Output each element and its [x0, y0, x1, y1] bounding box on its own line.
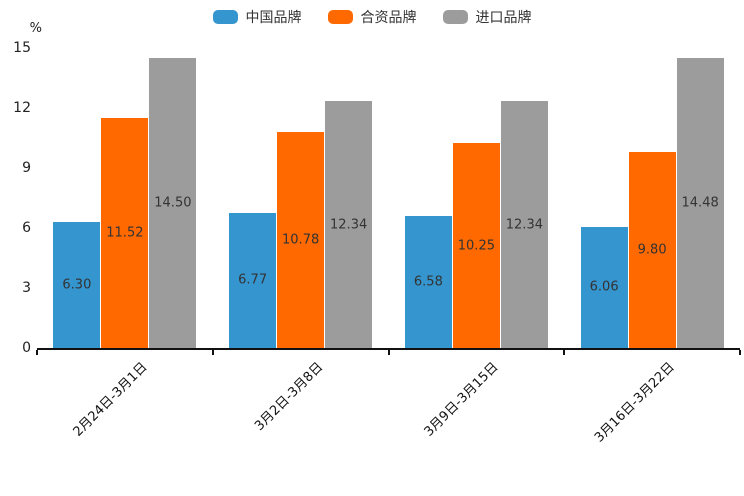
y-axis-tick-label: 15 — [13, 40, 31, 56]
x-axis-tick — [388, 350, 390, 355]
x-axis-label: 2月24日-3月1日 — [70, 359, 151, 440]
legend-item[interactable]: 合资品牌 — [327, 7, 417, 27]
legend-item-label: 中国品牌 — [245, 10, 302, 26]
legend-swatch-icon — [212, 10, 238, 24]
x-axis-tick — [563, 350, 565, 355]
legend-swatch-icon — [327, 10, 353, 24]
x-axis-tick — [739, 350, 741, 355]
legend-item[interactable]: 中国品牌 — [212, 7, 302, 27]
x-axis-tick — [36, 350, 38, 355]
legend-item-label: 合资品牌 — [360, 10, 417, 26]
bar: 10.78 — [277, 132, 325, 348]
x-axis-label: 3月9日-3月15日 — [421, 359, 502, 440]
bar: 14.50 — [149, 58, 197, 348]
y-axis-unit-label: % — [29, 21, 42, 36]
bar: 9.80 — [628, 152, 676, 348]
bar: 6.30 — [53, 222, 101, 348]
bar: 10.25 — [452, 143, 500, 348]
plot-area: 6.30 11.52 14.50 6.77 10.78 12.34 6.58 10.25 12.… — [37, 48, 740, 350]
bar: 6.77 — [229, 212, 277, 348]
bar-value-label: 10.78 — [282, 232, 320, 248]
bar: 11.52 — [101, 117, 149, 348]
y-axis-tick-label: 0 — [22, 340, 31, 356]
bar-value-label: 12.34 — [505, 217, 543, 233]
x-axis-label: 3月2日-3月8日 — [251, 359, 327, 434]
bar-value-label: 14.48 — [681, 195, 719, 211]
bar-value-label: 6.58 — [413, 274, 443, 290]
y-axis-tick-label: 6 — [22, 220, 31, 236]
legend-item-label: 进口品牌 — [475, 10, 532, 26]
bar-value-label: 14.50 — [154, 195, 192, 211]
y-axis-tick-label: 12 — [13, 100, 31, 116]
chart-legend: 中国品牌 合资品牌 进口品牌 — [0, 7, 744, 27]
x-axis-tick — [212, 350, 214, 355]
bar-value-label: 9.80 — [637, 242, 667, 258]
bar-value-label: 12.34 — [330, 217, 368, 233]
legend-swatch-icon — [442, 10, 468, 24]
bar-value-label: 6.06 — [589, 279, 619, 295]
bar: 12.34 — [325, 101, 373, 348]
bar-value-label: 6.77 — [238, 272, 268, 288]
bar: 6.06 — [580, 226, 628, 348]
y-axis-tick-label: 3 — [22, 280, 31, 296]
bar-value-label: 10.25 — [457, 238, 495, 253]
bar: 12.34 — [500, 101, 548, 348]
bar: 6.58 — [404, 216, 452, 348]
bar-value-label: 11.52 — [106, 225, 144, 241]
x-axis-label: 3月16日-3月22日 — [591, 359, 678, 446]
legend-item[interactable]: 进口品牌 — [442, 7, 532, 27]
bar-value-label: 6.30 — [62, 277, 92, 293]
y-axis-tick-label: 9 — [22, 160, 31, 176]
bar: 14.48 — [676, 58, 724, 348]
